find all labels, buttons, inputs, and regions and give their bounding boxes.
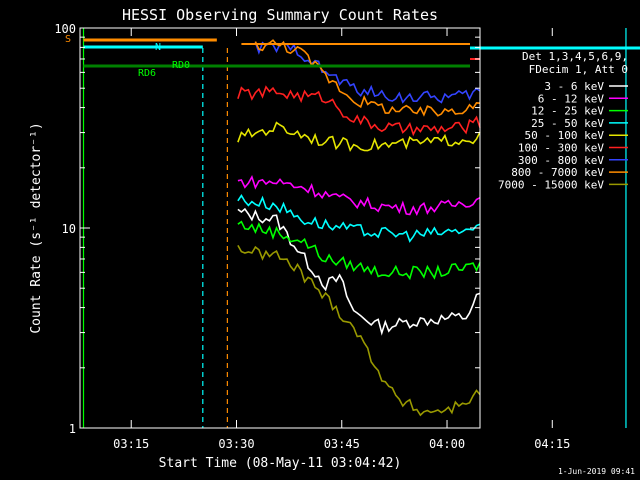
legend-label: 12 - 25 keV bbox=[531, 105, 604, 118]
legend-header: FDecim 1, Att 0 bbox=[529, 63, 628, 76]
legend-label: 100 - 300 keV bbox=[518, 142, 604, 155]
footer-date: 1-Jun-2019 09:41 bbox=[558, 467, 635, 476]
series-line bbox=[237, 207, 481, 336]
series-line bbox=[237, 193, 481, 243]
series-line bbox=[237, 220, 481, 281]
legend-label: 25 - 50 keV bbox=[531, 117, 604, 130]
legend-header: Det 1,3,4,5,6,9, bbox=[522, 50, 628, 63]
series-line bbox=[254, 39, 481, 117]
x-axis-label: Start Time (08-May-11 03:04:42) bbox=[159, 456, 402, 471]
legend: Det 1,3,4,5,6,9,FDecim 1, Att 0 3 - 6 keV… bbox=[498, 50, 628, 191]
series-line bbox=[237, 245, 481, 417]
annotation-label: RD0 bbox=[172, 60, 190, 71]
legend-label: 800 - 7000 keV bbox=[511, 166, 604, 179]
series-line bbox=[237, 121, 481, 153]
x-tick-label: 03:45 bbox=[324, 437, 360, 451]
y-tick-label: 100 bbox=[54, 22, 76, 36]
y-axis-label: Count Rate (s⁻¹ detector⁻¹) bbox=[29, 122, 44, 333]
annotation-label: RD6 bbox=[138, 68, 156, 79]
legend-label: 300 - 800 keV bbox=[518, 154, 604, 167]
x-tick-label: 03:30 bbox=[218, 437, 254, 451]
chart-title: HESSI Observing Summary Count Rates bbox=[122, 6, 438, 24]
x-tick-label: 03:15 bbox=[113, 437, 149, 451]
legend-label: 3 - 6 keV bbox=[544, 80, 604, 93]
x-tick-label: 04:15 bbox=[534, 437, 570, 451]
annotation-label: N bbox=[155, 42, 161, 53]
series-line bbox=[237, 175, 481, 216]
y-tick-label: 1 bbox=[69, 422, 76, 436]
legend-label: 6 - 12 keV bbox=[538, 92, 605, 105]
legend-label: 7000 - 15000 keV bbox=[498, 178, 604, 191]
series-line bbox=[237, 85, 481, 137]
annotation-label: S bbox=[65, 34, 71, 45]
series-line bbox=[254, 41, 481, 104]
y-tick-label: 10 bbox=[62, 222, 76, 236]
x-tick-label: 04:00 bbox=[429, 437, 465, 451]
legend-label: 50 - 100 keV bbox=[525, 129, 605, 142]
series-lines bbox=[237, 39, 481, 417]
